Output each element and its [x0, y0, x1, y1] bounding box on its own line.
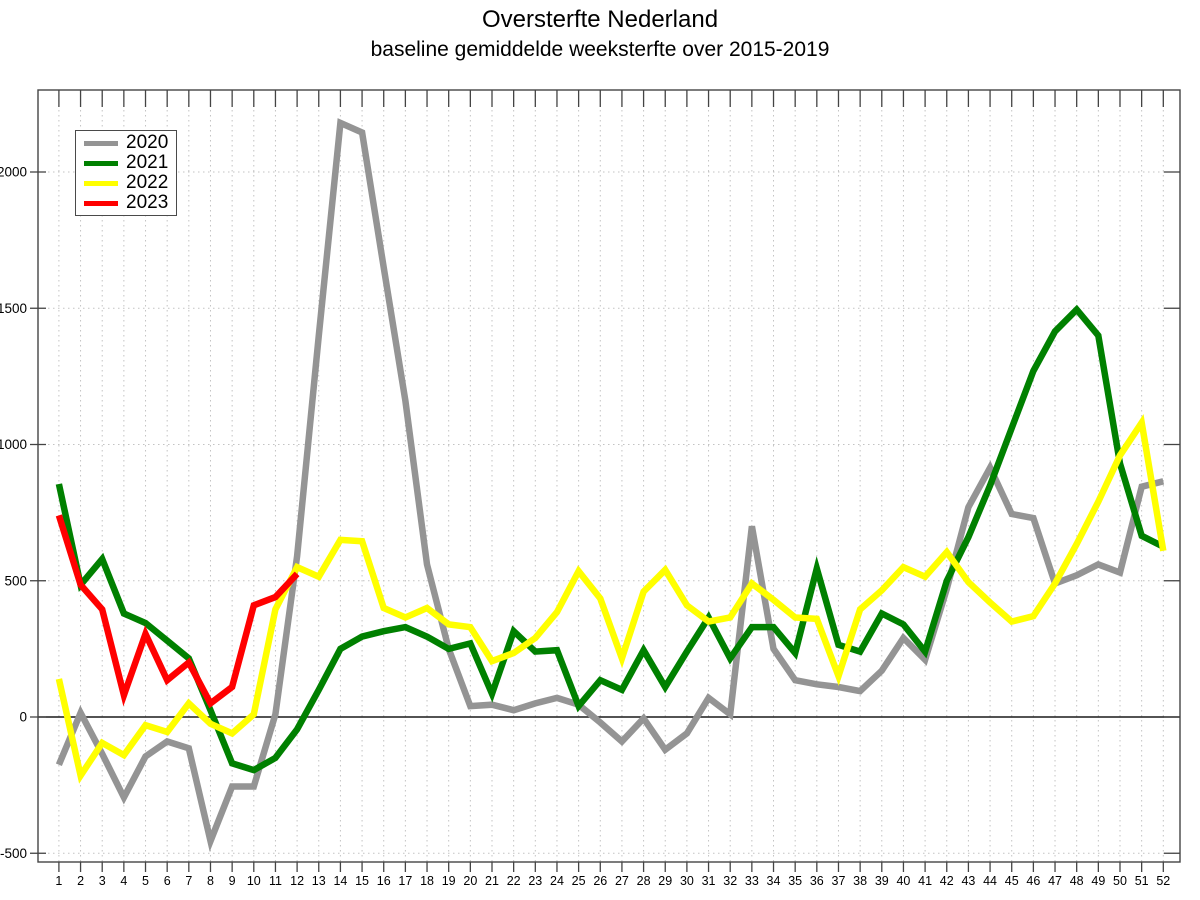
x-tick-label: 42 [940, 874, 954, 888]
legend-swatch-2020 [84, 140, 118, 146]
x-tick-label: 6 [164, 874, 171, 888]
y-tick-label: 1000 [0, 437, 27, 452]
legend-swatch-2021 [84, 160, 118, 166]
x-tick-label: 24 [550, 874, 564, 888]
legend-item-2021: 2021 [76, 153, 176, 173]
series-line-2022 [55, 414, 1167, 784]
legend-label-2023: 2023 [126, 192, 169, 213]
legend-label-2021: 2021 [126, 152, 169, 173]
legend-item-2023: 2023 [76, 193, 176, 213]
x-tick-label: 35 [788, 874, 802, 888]
x-tick-label: 51 [1135, 874, 1149, 888]
x-tick-label: 28 [637, 874, 651, 888]
legend-label-2022: 2022 [126, 172, 169, 193]
y-tick-label: 2000 [0, 165, 27, 180]
x-tick-label: 27 [615, 874, 629, 888]
y-tick-label: -500 [0, 846, 27, 861]
x-tick-label: 37 [832, 874, 846, 888]
x-tick-label: 10 [247, 874, 261, 888]
y-tick-label: 1500 [0, 301, 27, 316]
x-tick-label: 9 [229, 874, 236, 888]
plot-border [37, 89, 1181, 863]
x-tick-label: 44 [983, 874, 997, 888]
x-tick-label: 5 [142, 874, 149, 888]
x-tick-label: 19 [442, 874, 456, 888]
x-tick-label: 23 [528, 874, 542, 888]
chart-title: Oversterfte Nederland [481, 6, 719, 33]
x-tick-label: 49 [1091, 874, 1105, 888]
x-tick-label: 15 [355, 874, 369, 888]
x-tick-label: 2 [77, 874, 84, 888]
x-tick-label: 45 [1005, 874, 1019, 888]
x-tick-label: 7 [185, 874, 192, 888]
x-tick-label: 20 [463, 874, 477, 888]
x-tick-label: 30 [680, 874, 694, 888]
x-tick-label: 14 [333, 874, 347, 888]
x-tick-label: 4 [120, 874, 127, 888]
x-tick-label: 16 [377, 874, 391, 888]
x-tick-label: 48 [1070, 874, 1084, 888]
x-tick-label: 38 [853, 874, 867, 888]
legend-item-2020: 2020 [76, 133, 176, 153]
x-tick-label: 36 [810, 874, 824, 888]
legend-swatch-2022 [84, 180, 118, 186]
x-tick-label: 33 [745, 874, 759, 888]
y-tick-label: 500 [4, 573, 27, 588]
x-tick-label: 41 [918, 874, 932, 888]
x-tick-label: 32 [723, 874, 737, 888]
x-tick-label: 34 [767, 874, 781, 888]
x-tick-label: 21 [485, 874, 499, 888]
legend-label-2020: 2020 [126, 132, 169, 153]
y-tick-label: 0 [19, 710, 27, 725]
x-tick-label: 3 [99, 874, 106, 888]
x-tick-label: 18 [420, 874, 434, 888]
x-tick-label: 11 [269, 874, 282, 888]
x-tick-label: 52 [1156, 874, 1170, 888]
x-tick-label: 31 [702, 874, 716, 888]
x-tick-label: 47 [1048, 874, 1062, 888]
x-tick-label: 46 [1026, 874, 1040, 888]
x-tick-label: 13 [312, 874, 326, 888]
x-tick-label: 25 [572, 874, 586, 888]
chart-legend: 2020 2021 2022 2023 [75, 130, 177, 216]
x-tick-label: 40 [896, 874, 910, 888]
legend-item-2022: 2022 [76, 173, 176, 193]
x-tick-label: 39 [875, 874, 889, 888]
x-tick-label: 26 [593, 874, 607, 888]
x-tick-label: 50 [1113, 874, 1127, 888]
x-tick-label: 1 [55, 874, 62, 888]
x-tick-label: 17 [398, 874, 412, 888]
chart-subtitle: baseline gemiddelde weeksterfte over 201… [370, 38, 830, 61]
x-tick-label: 29 [658, 874, 672, 888]
x-tick-label: 8 [207, 874, 214, 888]
series-line-2021 [55, 304, 1165, 774]
x-tick-label: 22 [507, 874, 521, 888]
x-tick-label: 43 [961, 874, 975, 888]
x-tick-label: 12 [290, 874, 304, 888]
series-line-2023 [55, 514, 300, 709]
series-line-2020 [55, 118, 1165, 852]
legend-swatch-2023 [84, 200, 118, 206]
